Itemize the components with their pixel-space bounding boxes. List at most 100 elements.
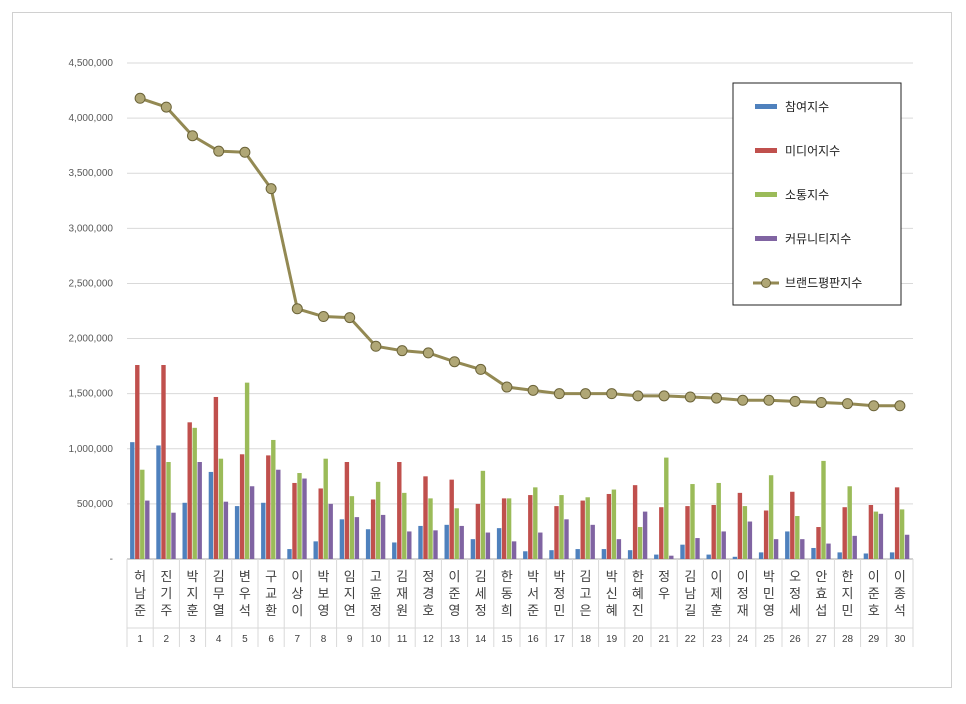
category-label: 준: [449, 587, 461, 602]
bar: [763, 510, 769, 559]
bar: [287, 549, 292, 559]
line-point: [658, 390, 670, 402]
bar: [664, 457, 669, 559]
y-tick-label: 3,500,000: [69, 168, 114, 179]
bar: [904, 534, 910, 559]
y-tick-label: -: [110, 554, 113, 565]
category-label: 정: [658, 570, 670, 585]
category-label: 김: [213, 570, 225, 585]
bar: [795, 516, 800, 559]
category-label: 세: [789, 604, 801, 619]
bar: [564, 519, 569, 559]
bar: [590, 524, 595, 559]
bar: [899, 509, 905, 559]
bar: [716, 482, 721, 559]
bar: [249, 486, 255, 559]
y-tick-label: 500,000: [77, 499, 114, 510]
category-label: 무: [213, 587, 225, 602]
category-label: 보: [318, 587, 330, 602]
category-label: 교: [265, 587, 277, 602]
line-point: [815, 396, 827, 408]
line-point: [187, 130, 198, 142]
category-label: 김: [684, 570, 696, 585]
bar: [732, 556, 738, 559]
category-label: 박: [527, 570, 539, 585]
category-label: 이: [449, 570, 461, 585]
category-label: 환: [265, 604, 277, 619]
bar: [418, 525, 423, 559]
brand-index-line: [134, 92, 906, 412]
bar: [239, 454, 245, 559]
category-label: 석: [894, 604, 906, 619]
bar: [266, 455, 271, 559]
category-label: 열: [213, 604, 225, 619]
legend-label: 미디어지수: [785, 144, 840, 158]
bar: [559, 495, 564, 559]
line-point: [318, 311, 329, 323]
rank-label: 4: [216, 634, 222, 645]
bar: [156, 445, 161, 559]
category-label: 지: [187, 587, 199, 602]
bar: [601, 549, 607, 559]
bar: [365, 529, 371, 559]
category-label: 남: [684, 587, 696, 602]
line-point: [239, 146, 251, 158]
category-label: 영: [318, 604, 330, 619]
category-label: 정: [737, 587, 749, 602]
category-label: 석: [239, 604, 251, 619]
bar: [785, 531, 790, 559]
line-point: [344, 312, 356, 324]
line-point: [370, 340, 382, 352]
bar: [171, 512, 176, 559]
bar: [742, 506, 748, 559]
bar: [873, 511, 879, 559]
category-label: 제: [711, 587, 723, 602]
rank-label: 19: [606, 634, 618, 645]
rank-label: 29: [868, 634, 880, 645]
y-tick-label: 4,500,000: [69, 58, 114, 69]
bar: [375, 481, 381, 559]
category-label: 민: [553, 604, 565, 619]
bar: [889, 552, 895, 559]
rank-label: 3: [190, 634, 196, 645]
category-label: 기: [160, 587, 172, 602]
category-label: 주: [160, 604, 172, 619]
bar: [627, 550, 633, 559]
bar: [863, 553, 869, 559]
y-tick-label: 1,000,000: [69, 444, 114, 455]
category-label: 이: [291, 604, 303, 619]
bar: [349, 496, 355, 559]
rank-label: 24: [737, 634, 749, 645]
line-point: [475, 363, 487, 375]
category-label: 윤: [370, 587, 382, 602]
bar: [878, 513, 884, 559]
category-label: 훈: [711, 604, 723, 619]
bar: [218, 458, 224, 559]
category-label: 우: [239, 587, 251, 602]
category-label: 오: [789, 570, 801, 585]
legend-label: 커뮤니티지수: [785, 232, 851, 246]
bar: [773, 539, 779, 559]
bar: [554, 506, 559, 559]
rank-label: 7: [295, 634, 301, 645]
chart-frame: - 500,000 1,000,000 1,500,000 2,000,000 2,500…: [12, 12, 952, 688]
line-point: [213, 145, 225, 157]
category-label: 남: [134, 587, 146, 602]
rank-label: 17: [554, 634, 566, 645]
legend-marker: [761, 278, 771, 288]
bar: [811, 547, 816, 559]
category-label: 정: [553, 587, 565, 602]
bar: [182, 502, 187, 559]
category-label: 임: [344, 570, 356, 585]
bar: [454, 508, 459, 559]
rank-label: 23: [711, 634, 723, 645]
bar: [528, 495, 533, 559]
bar: [213, 396, 219, 559]
bar: [208, 471, 214, 559]
bar: [297, 473, 302, 559]
line-point: [894, 400, 906, 412]
y-tick-label: 1,500,000: [69, 389, 114, 400]
category-label: 영: [763, 604, 775, 619]
category-label: 이: [737, 570, 749, 585]
category-label: 지: [842, 587, 854, 602]
